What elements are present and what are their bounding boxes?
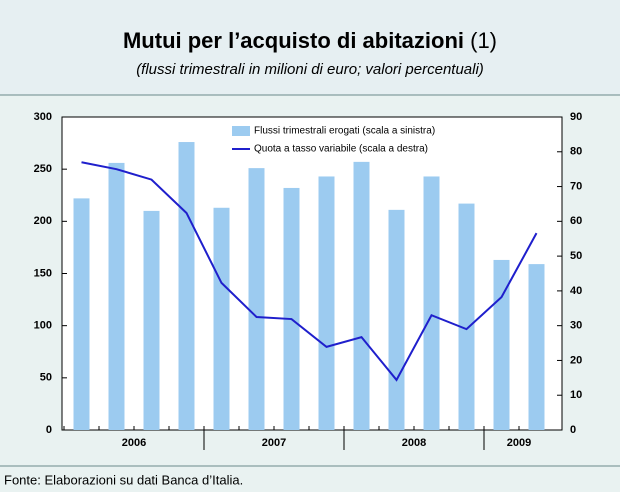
y-tick-label: 300 xyxy=(34,111,52,123)
y2-tick-label: 0 xyxy=(570,424,576,436)
y2-tick-label: 40 xyxy=(570,285,582,297)
y2-tick-label: 30 xyxy=(570,320,582,332)
x-year-label: 2009 xyxy=(507,437,531,449)
bar xyxy=(353,161,370,430)
bar xyxy=(178,142,195,431)
legend-swatch xyxy=(232,126,250,136)
plot-area xyxy=(61,116,563,431)
y-tick-label: 200 xyxy=(34,215,52,227)
y2-tick-label: 90 xyxy=(570,111,582,123)
bar xyxy=(318,176,335,430)
bar xyxy=(528,264,545,430)
bar xyxy=(458,203,475,430)
bar xyxy=(143,210,160,430)
legend-label: Flussi trimestrali erogati (scala a sini… xyxy=(254,126,435,137)
bar xyxy=(108,162,125,430)
legend-label: Quota a tasso variabile (scala a destra) xyxy=(254,144,428,155)
y-tick-label: 100 xyxy=(34,320,52,332)
y2-tick-label: 80 xyxy=(570,146,582,158)
y2-tick-label: 70 xyxy=(570,180,582,192)
y-tick-label: 150 xyxy=(34,267,52,279)
y2-tick-label: 10 xyxy=(570,389,582,401)
bar xyxy=(423,176,440,430)
x-year-label: 2006 xyxy=(122,437,146,449)
bar xyxy=(248,168,265,430)
x-year-label: 2008 xyxy=(402,437,426,449)
y2-tick-label: 20 xyxy=(570,354,582,366)
y2-tick-label: 50 xyxy=(570,250,582,262)
bar xyxy=(493,259,510,430)
header xyxy=(0,0,620,95)
line xyxy=(81,161,538,382)
y-tick-label: 0 xyxy=(46,424,52,436)
subtitle: (flussi trimestrali in milioni di euro; … xyxy=(136,61,484,78)
bar xyxy=(388,209,405,430)
bar xyxy=(73,198,90,430)
y-tick-label: 250 xyxy=(34,163,52,175)
chart-title: Mutui per l’acquisto di abitazioni xyxy=(123,28,464,53)
y2-tick-label: 60 xyxy=(570,215,582,227)
bar xyxy=(283,187,300,430)
y-tick-label: 50 xyxy=(40,372,52,384)
bar xyxy=(213,207,230,430)
title-line: Mutui per l’acquisto di abitazioni (1) xyxy=(123,28,497,53)
x-year-label: 2007 xyxy=(262,437,286,449)
source: Fonte: Elaborazioni su dati Banca d’Ital… xyxy=(4,472,243,487)
title-note: (1) xyxy=(470,28,497,53)
